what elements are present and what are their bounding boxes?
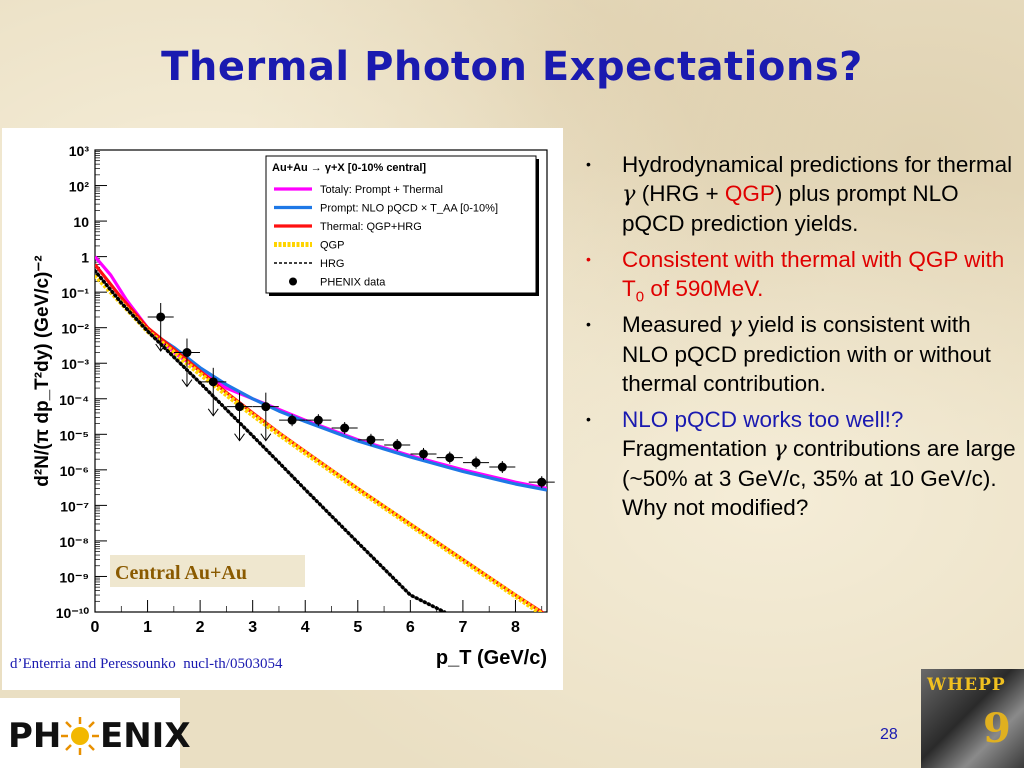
data-point bbox=[471, 458, 481, 468]
legend-entry: Prompt: NLO pQCD × T_AA [0-10%] bbox=[320, 203, 498, 215]
y-tick-label: 10⁻⁶ bbox=[60, 463, 89, 479]
data-point-limit-arrow bbox=[234, 433, 245, 442]
x-tick-label: 4 bbox=[301, 619, 310, 636]
bullet-text: ) plus prompt NLO pQCD prediction yields… bbox=[622, 181, 959, 236]
x-tick-label: 6 bbox=[406, 619, 415, 636]
data-point bbox=[418, 449, 428, 459]
citation: d’Enterria and Peressounko nucl-th/05030… bbox=[10, 656, 283, 672]
bullet-text: NLO pQCD works too well!? bbox=[622, 407, 904, 432]
y-tick-label: 10⁻⁸ bbox=[59, 534, 89, 550]
x-tick-label: 7 bbox=[458, 619, 467, 636]
bullet-item: • NLO pQCD works too well!? Fragmentation… bbox=[582, 405, 1018, 522]
y-tick-label: 10² bbox=[69, 179, 90, 195]
bullet-marker: • bbox=[586, 411, 591, 427]
phenix-sun-icon bbox=[61, 717, 99, 755]
x-tick-label: 3 bbox=[248, 619, 257, 636]
x-tick-label: 8 bbox=[511, 619, 520, 636]
bullet-text: (HRG + bbox=[635, 181, 725, 206]
y-tick-label: 1 bbox=[81, 250, 89, 266]
y-tick-label: 10⁻² bbox=[61, 321, 89, 337]
bullet-text: QGP bbox=[724, 181, 775, 206]
bullet-text: γ bbox=[728, 312, 742, 338]
legend-title: Au+Au → γ+X [0-10% central] bbox=[272, 162, 426, 174]
bullet-text: yield is consistent with NLO pQCD predic… bbox=[622, 312, 991, 396]
bullet-list: • Hydrodynamical predictions for thermal … bbox=[582, 150, 1018, 529]
y-tick-label: 10³ bbox=[69, 143, 90, 159]
x-tick-label: 1 bbox=[143, 619, 152, 636]
slide-title: Thermal Photon Expectations? bbox=[161, 44, 863, 90]
data-point bbox=[235, 402, 245, 412]
x-tick-label: 5 bbox=[353, 619, 362, 636]
bullet-item: • Hydrodynamical predictions for thermal … bbox=[582, 150, 1018, 238]
bullet-text: of 590MeV. bbox=[644, 276, 764, 301]
legend-entry: HRG bbox=[320, 258, 344, 270]
data-point-limit-arrow bbox=[207, 408, 219, 417]
data-point bbox=[156, 312, 166, 322]
data-point bbox=[287, 415, 297, 425]
whepp-logo-text: WHEPP bbox=[927, 675, 1006, 695]
data-point-limit-arrow bbox=[260, 433, 272, 442]
data-point bbox=[182, 348, 192, 358]
bullet-text: 0 bbox=[635, 288, 645, 306]
legend-entry: QGP bbox=[320, 240, 344, 252]
bullet-text: γ bbox=[622, 181, 636, 207]
y-tick-label: 10⁻¹⁰ bbox=[56, 605, 90, 621]
x-axis-label: p_T (GeV/c) bbox=[436, 647, 547, 669]
phenix-logo-right: ENIX bbox=[100, 716, 191, 756]
data-point-limit-arrow bbox=[181, 379, 193, 388]
bullet-marker: • bbox=[586, 156, 591, 172]
legend-swatch-data bbox=[289, 277, 297, 286]
spectrum-plot: 10⁻¹⁰ 10⁻⁹ 10⁻⁸ 10⁻⁷ 10⁻⁶ 10⁻⁵ 10⁻⁴ 10⁻³ 10⁻² 10⁻… bbox=[2, 128, 563, 690]
whepp-logo-number: 9 bbox=[983, 705, 1011, 752]
bullet-item: • Consistent with thermal with QGP with T… bbox=[582, 245, 1018, 306]
chart-svg: 10⁻¹⁰ 10⁻⁹ 10⁻⁸ 10⁻⁷ 10⁻⁶ 10⁻⁵ 10⁻⁴ 10⁻³ 10⁻² 10⁻… bbox=[32, 143, 555, 669]
x-tick-label: 0 bbox=[91, 619, 100, 636]
y-axis-label: d²N/(π dp_T²dy) (GeV/c)⁻² bbox=[32, 255, 53, 486]
data-point bbox=[313, 415, 323, 425]
data-point bbox=[366, 435, 376, 445]
data-point bbox=[537, 477, 547, 487]
data-point-limit-arrow bbox=[155, 343, 167, 352]
x-tick-label: 2 bbox=[196, 619, 205, 636]
legend-entry: PHENIX data bbox=[320, 277, 386, 289]
y-tick-label: 10⁻¹ bbox=[61, 285, 89, 301]
bullet-marker: • bbox=[586, 316, 591, 332]
bullet-text: Consistent with thermal with QGP with T bbox=[622, 247, 1005, 301]
legend-entry: Totalγ: Prompt + Thermal bbox=[320, 184, 443, 196]
y-tick-label: 10 bbox=[73, 214, 89, 230]
y-tick-label: 10⁻⁵ bbox=[59, 427, 89, 443]
data-point bbox=[445, 453, 455, 463]
phenix-logo: PH ENIX bbox=[0, 698, 191, 768]
bullet-text: contributions are large (~50% at 3 GeV/c… bbox=[622, 436, 1016, 520]
page-number: 28 bbox=[880, 726, 898, 743]
legend: Au+Au → γ+X [0-10% central] Totalγ: Promp… bbox=[265, 155, 539, 296]
y-tick-label: 10⁻⁴ bbox=[59, 392, 89, 408]
bullet-text: Hydrodynamical predictions for thermal bbox=[622, 152, 1013, 177]
y-tick-label: 10⁻⁷ bbox=[60, 498, 89, 514]
bullet-marker: • bbox=[586, 251, 591, 267]
whepp-logo: WHEPP 9 bbox=[921, 669, 1024, 768]
bullet-text: γ bbox=[773, 436, 787, 462]
data-point bbox=[208, 377, 218, 387]
annotation-box bbox=[110, 555, 305, 587]
bullet-item: • Measured γ yield is consistent with NLO… bbox=[582, 310, 1018, 398]
y-tick-label: 10⁻⁹ bbox=[59, 569, 89, 585]
data-point bbox=[392, 440, 402, 450]
data-point bbox=[340, 423, 350, 433]
bullet-text: Fragmentation bbox=[622, 436, 774, 461]
y-tick-label: 10⁻³ bbox=[61, 356, 89, 372]
data-point bbox=[497, 462, 507, 472]
legend-entry: Thermal: QGP+HRG bbox=[320, 221, 422, 233]
data-point bbox=[261, 402, 271, 412]
phenix-logo-left: PH bbox=[8, 716, 62, 756]
annotation-text: Central Au+Au bbox=[115, 562, 247, 584]
bullet-text: Measured bbox=[622, 312, 729, 337]
